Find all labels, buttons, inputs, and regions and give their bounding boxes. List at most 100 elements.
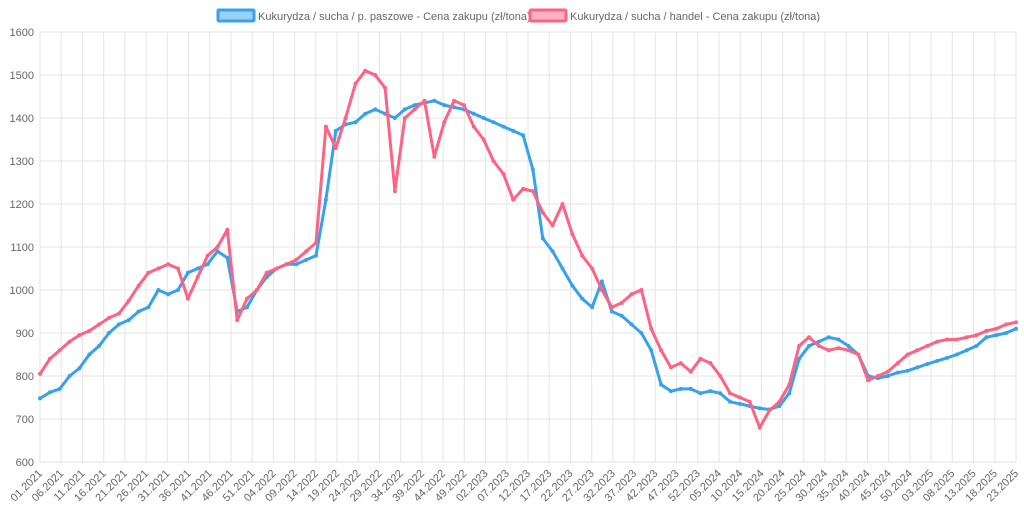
series-2-point[interactable] xyxy=(116,311,121,316)
series-2-point[interactable] xyxy=(540,210,545,215)
series-1-point[interactable] xyxy=(392,116,397,120)
series-2-point[interactable] xyxy=(521,186,526,191)
series-2-point[interactable] xyxy=(639,288,644,292)
series-2-point[interactable] xyxy=(432,154,437,159)
series-2-point[interactable] xyxy=(402,116,407,120)
series-2-point[interactable] xyxy=(905,352,910,357)
series-1-point[interactable] xyxy=(895,370,900,375)
series-2-point[interactable] xyxy=(294,257,299,262)
series-1-point[interactable] xyxy=(166,292,171,297)
series-2-point[interactable] xyxy=(649,326,654,331)
series-1-point[interactable] xyxy=(146,305,151,310)
series-2-point[interactable] xyxy=(304,249,309,254)
series-2-point[interactable] xyxy=(945,337,949,342)
series-2-point[interactable] xyxy=(659,348,664,353)
series-1-point[interactable] xyxy=(678,386,683,391)
series-2-point[interactable] xyxy=(846,348,851,353)
series-2-point[interactable] xyxy=(264,270,269,275)
series-1-point[interactable] xyxy=(826,335,831,340)
series-2-point[interactable] xyxy=(195,275,200,280)
series-1-point[interactable] xyxy=(619,313,624,318)
series-1-point[interactable] xyxy=(540,236,545,241)
series-2-point[interactable] xyxy=(491,159,496,163)
series-2-point[interactable] xyxy=(323,124,328,129)
series-2-point[interactable] xyxy=(797,343,802,348)
series-1-point[interactable] xyxy=(67,374,72,378)
series-1-point[interactable] xyxy=(639,331,644,335)
series-2-point[interactable] xyxy=(481,137,486,142)
series-2-point[interactable] xyxy=(215,245,220,249)
series-1-point[interactable] xyxy=(116,322,121,327)
series-2-point[interactable] xyxy=(373,73,378,77)
series-1-point[interactable] xyxy=(738,401,742,406)
series-2-point[interactable] xyxy=(166,262,171,267)
series-2-point[interactable] xyxy=(274,266,279,271)
series-2-point[interactable] xyxy=(738,395,742,400)
series-1-point[interactable] xyxy=(294,262,299,267)
series-2-point[interactable] xyxy=(994,326,999,331)
series-1-point[interactable] xyxy=(629,322,634,327)
series-1-point[interactable] xyxy=(787,391,792,396)
series-2-point[interactable] xyxy=(245,296,249,301)
series-1-point[interactable] xyxy=(797,356,802,361)
series-1-point[interactable] xyxy=(836,337,841,342)
series-2-point[interactable] xyxy=(915,348,920,353)
series-2-point[interactable] xyxy=(314,240,318,245)
series-1-point[interactable] xyxy=(215,249,220,254)
series-2-point[interactable] xyxy=(87,328,92,333)
series-2-point[interactable] xyxy=(708,361,713,366)
series-1-point[interactable] xyxy=(816,339,821,344)
series-1-point[interactable] xyxy=(156,288,161,292)
series-2-point[interactable] xyxy=(757,425,762,430)
series-1-point[interactable] xyxy=(323,197,328,202)
series-2-point[interactable] xyxy=(747,399,752,404)
series-2-point[interactable] xyxy=(471,124,476,129)
series-1-point[interactable] xyxy=(659,382,664,387)
series-2-point[interactable] xyxy=(353,81,358,86)
series-1-point[interactable] xyxy=(807,343,811,348)
series-2-point[interactable] xyxy=(550,223,555,228)
series-2-point[interactable] xyxy=(826,348,831,353)
series-2-point[interactable] xyxy=(787,382,792,387)
series-1-point[interactable] xyxy=(698,391,703,396)
series-2-point[interactable] xyxy=(383,85,388,90)
series-1-point[interactable] xyxy=(47,390,52,395)
series-1-point[interactable] xyxy=(599,279,604,284)
series-2-point[interactable] xyxy=(688,369,693,374)
series-2-point[interactable] xyxy=(856,352,861,357)
series-1-point[interactable] xyxy=(87,352,92,357)
series-2-point[interactable] xyxy=(698,356,703,361)
series-1-point[interactable] xyxy=(1004,331,1009,335)
series-2-point[interactable] xyxy=(47,356,52,361)
series-2-point[interactable] xyxy=(205,253,210,258)
series-2-point[interactable] xyxy=(599,288,604,292)
series-2-point[interactable] xyxy=(511,197,516,202)
series-1-point[interactable] xyxy=(185,270,190,275)
series-1-point[interactable] xyxy=(304,257,309,262)
series-1-point[interactable] xyxy=(225,255,230,260)
series-2-point[interactable] xyxy=(1014,320,1018,325)
series-1-point[interactable] xyxy=(757,406,762,411)
series-2-point[interactable] xyxy=(954,337,959,342)
series-1-point[interactable] xyxy=(590,305,595,310)
series-2-point[interactable] xyxy=(836,346,841,351)
series-1-point[interactable] xyxy=(570,283,575,288)
series-1-point[interactable] xyxy=(915,365,920,370)
series-2-point[interactable] xyxy=(67,339,72,344)
series-1-point[interactable] xyxy=(481,116,486,120)
series-2-point[interactable] xyxy=(668,365,673,370)
series-1-point[interactable] xyxy=(954,352,959,357)
series-2-point[interactable] xyxy=(77,333,82,338)
series-2-point[interactable] xyxy=(126,298,131,303)
series-2-point[interactable] xyxy=(225,227,230,232)
series-1-point[interactable] xyxy=(688,386,693,391)
series-2-point[interactable] xyxy=(146,270,151,275)
series-1-point[interactable] xyxy=(363,111,368,116)
series-2-point[interactable] xyxy=(1004,322,1009,327)
series-1-point[interactable] xyxy=(530,167,535,172)
series-1-point[interactable] xyxy=(176,288,180,292)
series-1-point[interactable] xyxy=(97,343,102,348)
series-1-point[interactable] xyxy=(314,253,318,258)
series-2-point[interactable] xyxy=(678,361,683,366)
series-1-point[interactable] xyxy=(353,120,358,125)
